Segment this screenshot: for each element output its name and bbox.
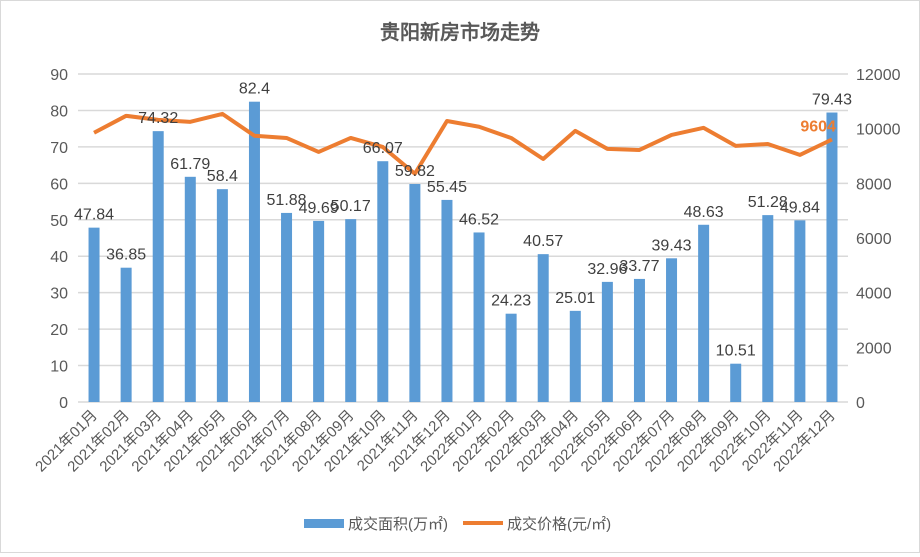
bar [666, 258, 678, 402]
bar-data-label: 51.28 [748, 194, 788, 211]
right-tick-label: 8000 [856, 176, 892, 193]
left-tick-label: 20 [50, 322, 68, 339]
bar [409, 183, 421, 402]
left-tick-label: 0 [59, 395, 68, 412]
bar-data-label: 36.85 [106, 247, 146, 264]
bar-data-label: 40.57 [523, 233, 563, 250]
bar-data-label: 82.4 [239, 81, 270, 98]
bar-data-label: 39.43 [652, 237, 692, 254]
bar-data-label: 47.84 [74, 207, 114, 224]
right-tick-label: 6000 [856, 231, 892, 248]
right-tick-label: 4000 [856, 286, 892, 303]
bar-data-label: 32.96 [587, 261, 627, 278]
bar-data-label: 49.84 [780, 199, 820, 216]
legend-bar-label: 成交面积(万㎡) [348, 515, 448, 533]
price-line [93, 111, 833, 176]
bar-data-label: 79.43 [812, 92, 852, 109]
left-tick-label: 10 [50, 359, 68, 376]
bar [313, 220, 325, 402]
bar-data-label: 50.17 [331, 198, 371, 215]
chart-title: 贵阳新房市场走势 [380, 20, 540, 44]
bar-data-label: 25.01 [555, 290, 595, 307]
bar [152, 131, 164, 402]
left-tick-label: 30 [50, 286, 68, 303]
left-tick-label: 80 [50, 103, 68, 120]
legend-line-label: 成交价格(元/㎡) [507, 515, 611, 533]
bar [794, 220, 806, 402]
bar [377, 161, 389, 402]
bar-data-label: 48.63 [684, 204, 724, 221]
bar-data-label: 59.82 [395, 163, 435, 180]
bar [505, 313, 517, 402]
right-tick-label: 12000 [856, 67, 901, 84]
bar [537, 254, 549, 402]
bar [216, 189, 228, 402]
bar-data-label: 58.4 [207, 168, 238, 185]
bar [601, 281, 613, 402]
left-tick-label: 50 [50, 213, 68, 230]
bar-data-label: 10.51 [716, 343, 756, 360]
right-tick-label: 2000 [856, 340, 892, 357]
bar-data-label: 66.07 [363, 140, 403, 157]
bar [441, 199, 453, 402]
bar-data-label: 49.69 [299, 200, 339, 217]
bar-data-label: 33.77 [619, 258, 659, 275]
bar-data-label: 55.45 [427, 179, 467, 196]
bar [569, 310, 581, 402]
bar [281, 212, 293, 402]
bar [88, 227, 100, 402]
bar [762, 215, 774, 402]
bar [633, 278, 645, 402]
legend-bar-swatch [304, 519, 344, 528]
bar-data-label: 61.79 [170, 156, 210, 173]
bar [184, 176, 196, 402]
bar [730, 363, 742, 402]
bar-data-label: 24.23 [491, 293, 531, 310]
bar-data-label: 74.32 [138, 110, 178, 127]
line-data-label: 9604 [800, 118, 836, 135]
bar-data-label: 46.52 [459, 211, 499, 228]
bar [248, 101, 260, 402]
right-tick-label: 10000 [856, 122, 901, 139]
bar-data-label: 51.88 [267, 192, 307, 209]
bar [473, 232, 485, 402]
left-tick-label: 90 [50, 67, 68, 84]
right-tick-label: 0 [856, 395, 865, 412]
left-tick-label: 70 [50, 140, 68, 157]
bar [698, 224, 710, 402]
left-tick-label: 40 [50, 249, 68, 266]
bar [345, 219, 357, 402]
left-tick-label: 60 [50, 176, 68, 193]
bar [826, 112, 838, 402]
bar [120, 267, 132, 402]
